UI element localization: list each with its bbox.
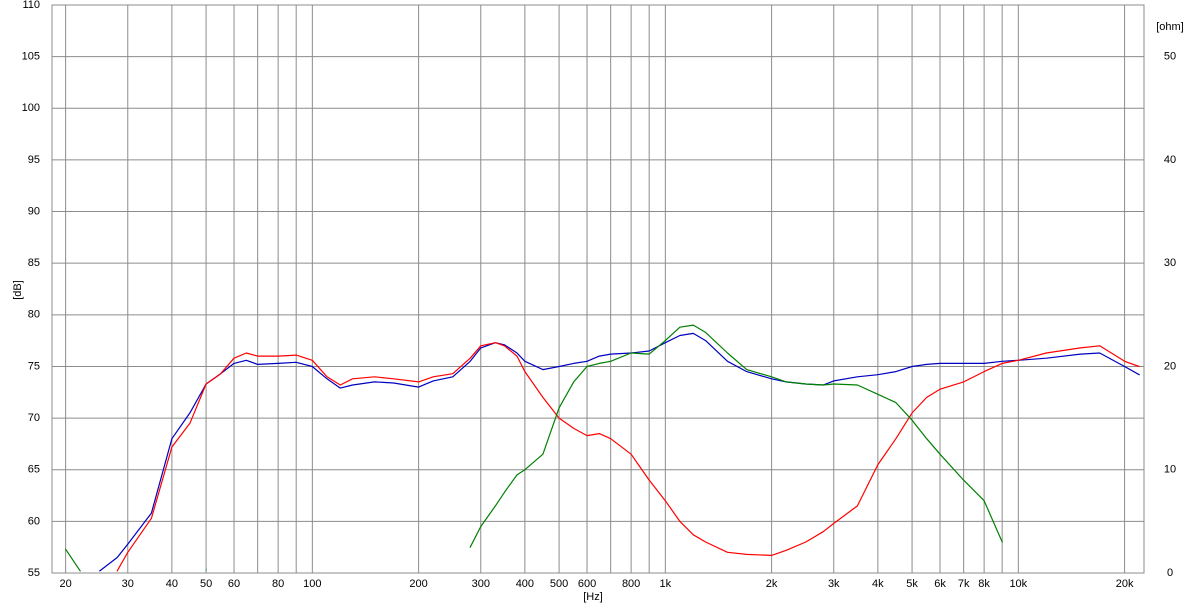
x-tick-label: 7k (958, 578, 970, 590)
x-tick-label: 60 (228, 578, 240, 590)
y-tick-label: 85 (28, 257, 40, 269)
x-tick-label: 500 (550, 578, 568, 590)
y2-tick-label: 0 (1167, 567, 1173, 579)
y2-tick-label: 10 (1164, 464, 1176, 476)
x-tick-label: 200 (409, 578, 427, 590)
y-tick-label: 100 (22, 102, 40, 114)
y-tick-label: 75 (28, 360, 40, 372)
x-axis-label: [Hz] (583, 591, 603, 603)
x-tick-label: 100 (303, 578, 321, 590)
y-tick-label: 80 (28, 309, 40, 321)
x-tick-label: 6k (934, 578, 946, 590)
y2-tick-label: 30 (1164, 257, 1176, 269)
y2-tick-label: 20 (1164, 360, 1176, 372)
x-tick-label: 20k (1116, 578, 1134, 590)
y-tick-label: 90 (28, 205, 40, 217)
x-tick-label: 30 (122, 578, 134, 590)
series-line (65, 324, 1003, 572)
y-tick-label: 55 (28, 567, 40, 579)
series-line (116, 342, 1140, 572)
y-axis-label: [dB] (12, 280, 24, 300)
x-tick-label: 50 (200, 578, 212, 590)
x-tick-label: 800 (622, 578, 640, 590)
x-tick-label: 600 (578, 578, 596, 590)
y-tick-label: 65 (28, 464, 40, 476)
y2-tick-label: 50 (1164, 51, 1176, 63)
y-tick-label: 110 (22, 0, 40, 11)
x-tick-label: 300 (472, 578, 490, 590)
x-tick-label: 40 (166, 578, 178, 590)
y-tick-label: 60 (28, 515, 40, 527)
x-tick-label: 20 (59, 578, 71, 590)
y2-tick-label: 40 (1164, 154, 1176, 166)
x-tick-label: 5k (906, 578, 918, 590)
y-tick-label: 70 (28, 412, 40, 424)
x-tick-label: 400 (516, 578, 534, 590)
x-tick-label: 3k (828, 578, 840, 590)
y-tick-label: 105 (22, 51, 40, 63)
x-tick-label: 10k (1009, 578, 1027, 590)
x-tick-label: 4k (872, 578, 884, 590)
x-tick-label: 1k (660, 578, 672, 590)
y-tick-label: 95 (28, 154, 40, 166)
series-line (99, 332, 1140, 572)
x-tick-label: 8k (978, 578, 990, 590)
x-tick-label: 2k (766, 578, 778, 590)
x-tick-label: 80 (272, 578, 284, 590)
y2-axis-label: [ohm] (1156, 21, 1184, 33)
